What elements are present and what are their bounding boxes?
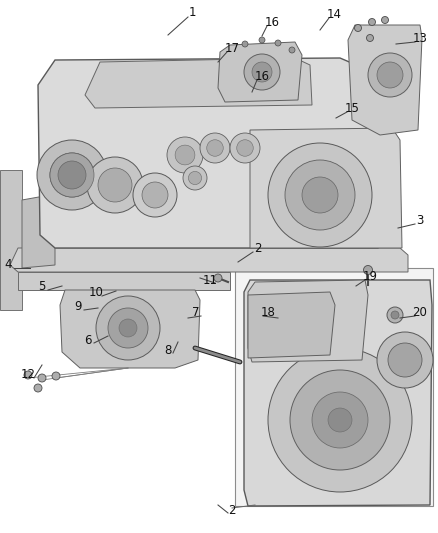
Circle shape [388,343,422,377]
Circle shape [275,40,281,46]
Polygon shape [18,272,230,290]
Circle shape [290,370,390,470]
Text: 8: 8 [164,343,172,357]
Text: 16: 16 [254,69,269,83]
Text: 19: 19 [363,270,378,282]
Circle shape [289,47,295,53]
Circle shape [108,308,148,348]
Polygon shape [60,290,200,368]
Circle shape [377,62,403,88]
Polygon shape [248,292,335,358]
Circle shape [367,35,374,42]
Circle shape [377,332,433,388]
Text: 17: 17 [225,42,240,54]
Text: 2: 2 [254,241,262,254]
Circle shape [302,177,338,213]
Circle shape [381,17,389,23]
Circle shape [354,25,361,31]
Text: 6: 6 [84,334,92,346]
Text: 15: 15 [345,101,360,115]
Circle shape [34,384,42,392]
Text: 11: 11 [202,273,218,287]
Circle shape [244,54,280,90]
Circle shape [364,265,372,274]
Text: 4: 4 [4,259,12,271]
Circle shape [175,145,195,165]
Circle shape [183,166,207,190]
Circle shape [38,374,46,382]
Circle shape [167,137,203,173]
Circle shape [328,408,352,432]
Text: 13: 13 [413,31,427,44]
FancyBboxPatch shape [235,268,433,506]
Circle shape [214,274,222,282]
Circle shape [96,296,160,360]
Circle shape [207,140,223,156]
Circle shape [237,140,253,156]
Circle shape [252,62,272,82]
Text: 1: 1 [188,5,196,19]
Circle shape [50,153,94,197]
Circle shape [368,19,375,26]
Text: 3: 3 [416,214,424,227]
Text: 20: 20 [413,305,427,319]
Circle shape [285,160,355,230]
Text: 7: 7 [192,306,200,319]
Circle shape [58,161,86,189]
Circle shape [200,133,230,163]
Polygon shape [38,58,392,248]
Circle shape [268,348,412,492]
Text: 5: 5 [38,280,46,294]
Polygon shape [244,280,432,506]
Text: 14: 14 [326,7,342,20]
Text: 16: 16 [265,15,279,28]
Circle shape [268,143,372,247]
Circle shape [188,172,201,184]
Circle shape [391,311,399,319]
Text: 2: 2 [228,504,236,516]
Circle shape [98,168,132,202]
Polygon shape [250,128,402,248]
Circle shape [37,140,107,210]
Circle shape [242,41,248,47]
Text: 12: 12 [21,368,35,382]
Circle shape [142,182,168,208]
Polygon shape [10,248,408,272]
Polygon shape [0,170,22,310]
Circle shape [87,157,143,213]
Text: 9: 9 [74,301,82,313]
Circle shape [52,372,60,380]
Circle shape [119,319,137,337]
Circle shape [133,173,177,217]
Circle shape [50,153,94,197]
Text: 10: 10 [88,287,103,300]
Circle shape [259,37,265,43]
Circle shape [24,371,32,379]
Polygon shape [218,42,302,102]
Polygon shape [248,280,368,362]
Circle shape [312,392,368,448]
Polygon shape [348,25,422,135]
Polygon shape [22,195,55,268]
Polygon shape [85,58,312,108]
Circle shape [230,133,260,163]
Circle shape [387,307,403,323]
Circle shape [368,53,412,97]
Text: 18: 18 [261,305,276,319]
